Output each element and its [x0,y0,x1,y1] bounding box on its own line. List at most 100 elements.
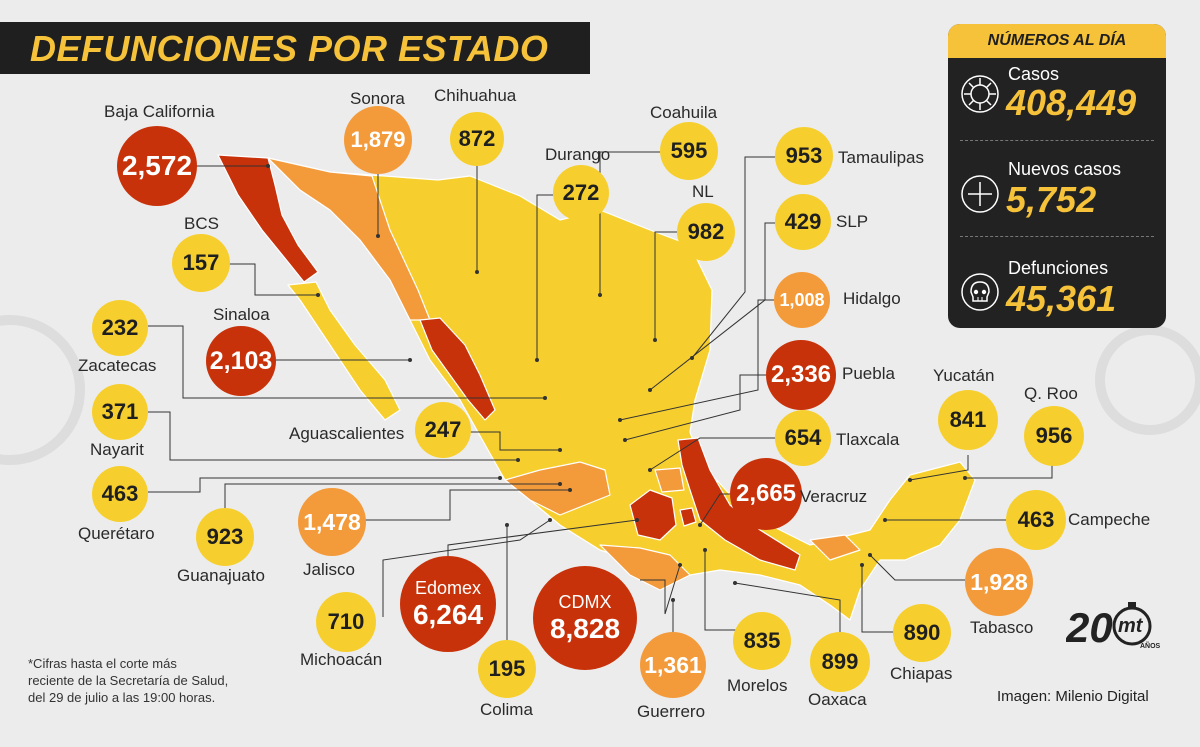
state-bubble: 2,103 [206,326,276,396]
baja-california-region [217,154,319,283]
image-credit: Imagen: Milenio Digital [997,688,1149,705]
state-bubble: 710 [316,592,376,652]
state-bubble: 2,572 [117,126,197,206]
state-label: Chihuahua [434,86,517,105]
title-bar: DEFUNCIONES POR ESTADO [0,22,590,74]
state-bubble: 371 [92,384,148,440]
state-bubble: 595 [660,122,718,180]
veracruz-region [677,437,801,571]
cdmx-region [679,507,697,527]
divider [960,236,1154,237]
state-label: Coahuila [650,103,718,122]
state-label: Puebla [842,364,895,383]
state-bubble: 195 [478,640,536,698]
state-bubble: 429 [775,194,831,250]
state-bubble: 923 [196,508,254,566]
state-bubble: CDMX 8,828 [533,566,637,670]
state-label: Morelos [727,676,788,695]
state-label: Nayarit [90,440,144,459]
state-bubble: 2,336 [766,340,836,410]
state-label: NL [692,182,714,201]
state-label: Michoacán [300,650,383,669]
state-bubble: 157 [172,234,230,292]
state-bubble: 1,008 [774,272,830,328]
state-label: CDMX [558,591,612,612]
state-bubble: 2,665 [730,458,802,530]
virus-icon [961,75,999,113]
state-bubble: 953 [775,127,833,185]
state-label: Veracruz [800,487,868,506]
state-value: 6,264 [412,598,484,630]
state-bubble: 835 [733,612,791,670]
state-label: Aguascalientes [289,424,405,443]
state-label: Jalisco [303,560,355,579]
state-bubble: 232 [92,300,148,356]
state-bubble: Edomex 6,264 [400,556,496,652]
state-label: Hidalgo [843,289,901,308]
jalisco-region [504,461,611,516]
logo-brand: mt [1118,615,1144,637]
state-label: Guanajuato [177,566,265,585]
divider [960,140,1154,141]
state-bubble: 956 [1024,406,1084,466]
state-label: Durango [545,145,611,164]
cases-label: Casos [1008,64,1060,84]
page-title: DEFUNCIONES POR ESTADO [30,28,549,69]
leader-lines [148,151,1053,660]
new-cases-label: Nuevos casos [1008,159,1122,179]
state-bubble: 841 [938,390,998,450]
state-bubble: 654 [775,410,831,466]
sinaloa-region [419,317,496,421]
stats-panel: NÚMEROS AL DÍA Casos 408,449 Nuevos caso… [948,24,1166,328]
state-label: Colima [480,700,533,719]
logo-sub: AÑOS [1140,641,1161,650]
state-bubble: 872 [450,112,504,166]
map-markers [266,164,967,602]
cases-value: 408,449 [1006,82,1137,123]
state-label: Baja California [104,102,215,121]
state-label: Edomex [414,577,482,598]
plus-icon [961,175,999,213]
state-bubble: 890 [893,604,951,662]
footnote-line: del 29 de julio a las 19:00 horas. [28,690,216,705]
deaths-value: 45,361 [1006,278,1117,319]
state-label: Querétaro [78,524,155,543]
footnote: *Cifras hasta el corte más reciente de l… [28,655,228,706]
state-label: Zacatecas [78,356,157,375]
state-label: SLP [836,212,869,231]
bcs-region [287,281,401,421]
state-label: Oaxaca [808,690,867,709]
state-bubble: 1,361 [640,632,706,698]
new-cases-value: 5,752 [1006,179,1097,220]
skull-icon [961,273,999,311]
hidalgo-region [654,467,685,493]
footnote-line: *Cifras hasta el corte más [28,656,177,671]
edomex-region [629,489,677,541]
state-label: Sonora [350,89,405,108]
state-bubble: 463 [1006,490,1066,550]
state-bubble: 1,478 [298,488,366,556]
state-value: 8,828 [549,612,621,644]
state-bubble: 272 [553,165,609,221]
tabasco-region [809,534,861,561]
state-label: Q. Roo [1024,384,1078,403]
state-bubble: 899 [810,632,870,692]
state-label: Sinaloa [213,305,270,324]
guerrero-region [599,544,691,591]
state-label: Tabasco [970,618,1034,637]
background-virus-decoration [0,315,1200,465]
state-label: Guerrero [637,702,706,721]
milenio-20-anos-logo: 20 mt AÑOS [1066,602,1161,651]
logo-number: 20 [1066,604,1113,651]
state-bubble: 1,928 [965,548,1033,616]
state-label: Chiapas [890,664,953,683]
panel-header: NÚMEROS AL DÍA [948,24,1166,58]
state-label: Tamaulipas [838,148,924,167]
state-label: Yucatán [933,366,995,385]
state-bubble: 1,879 [344,106,412,174]
state-label: Tlaxcala [836,430,900,449]
state-label: BCS [184,214,219,233]
state-bubble: 982 [677,203,735,261]
deaths-label: Defunciones [1008,258,1109,278]
